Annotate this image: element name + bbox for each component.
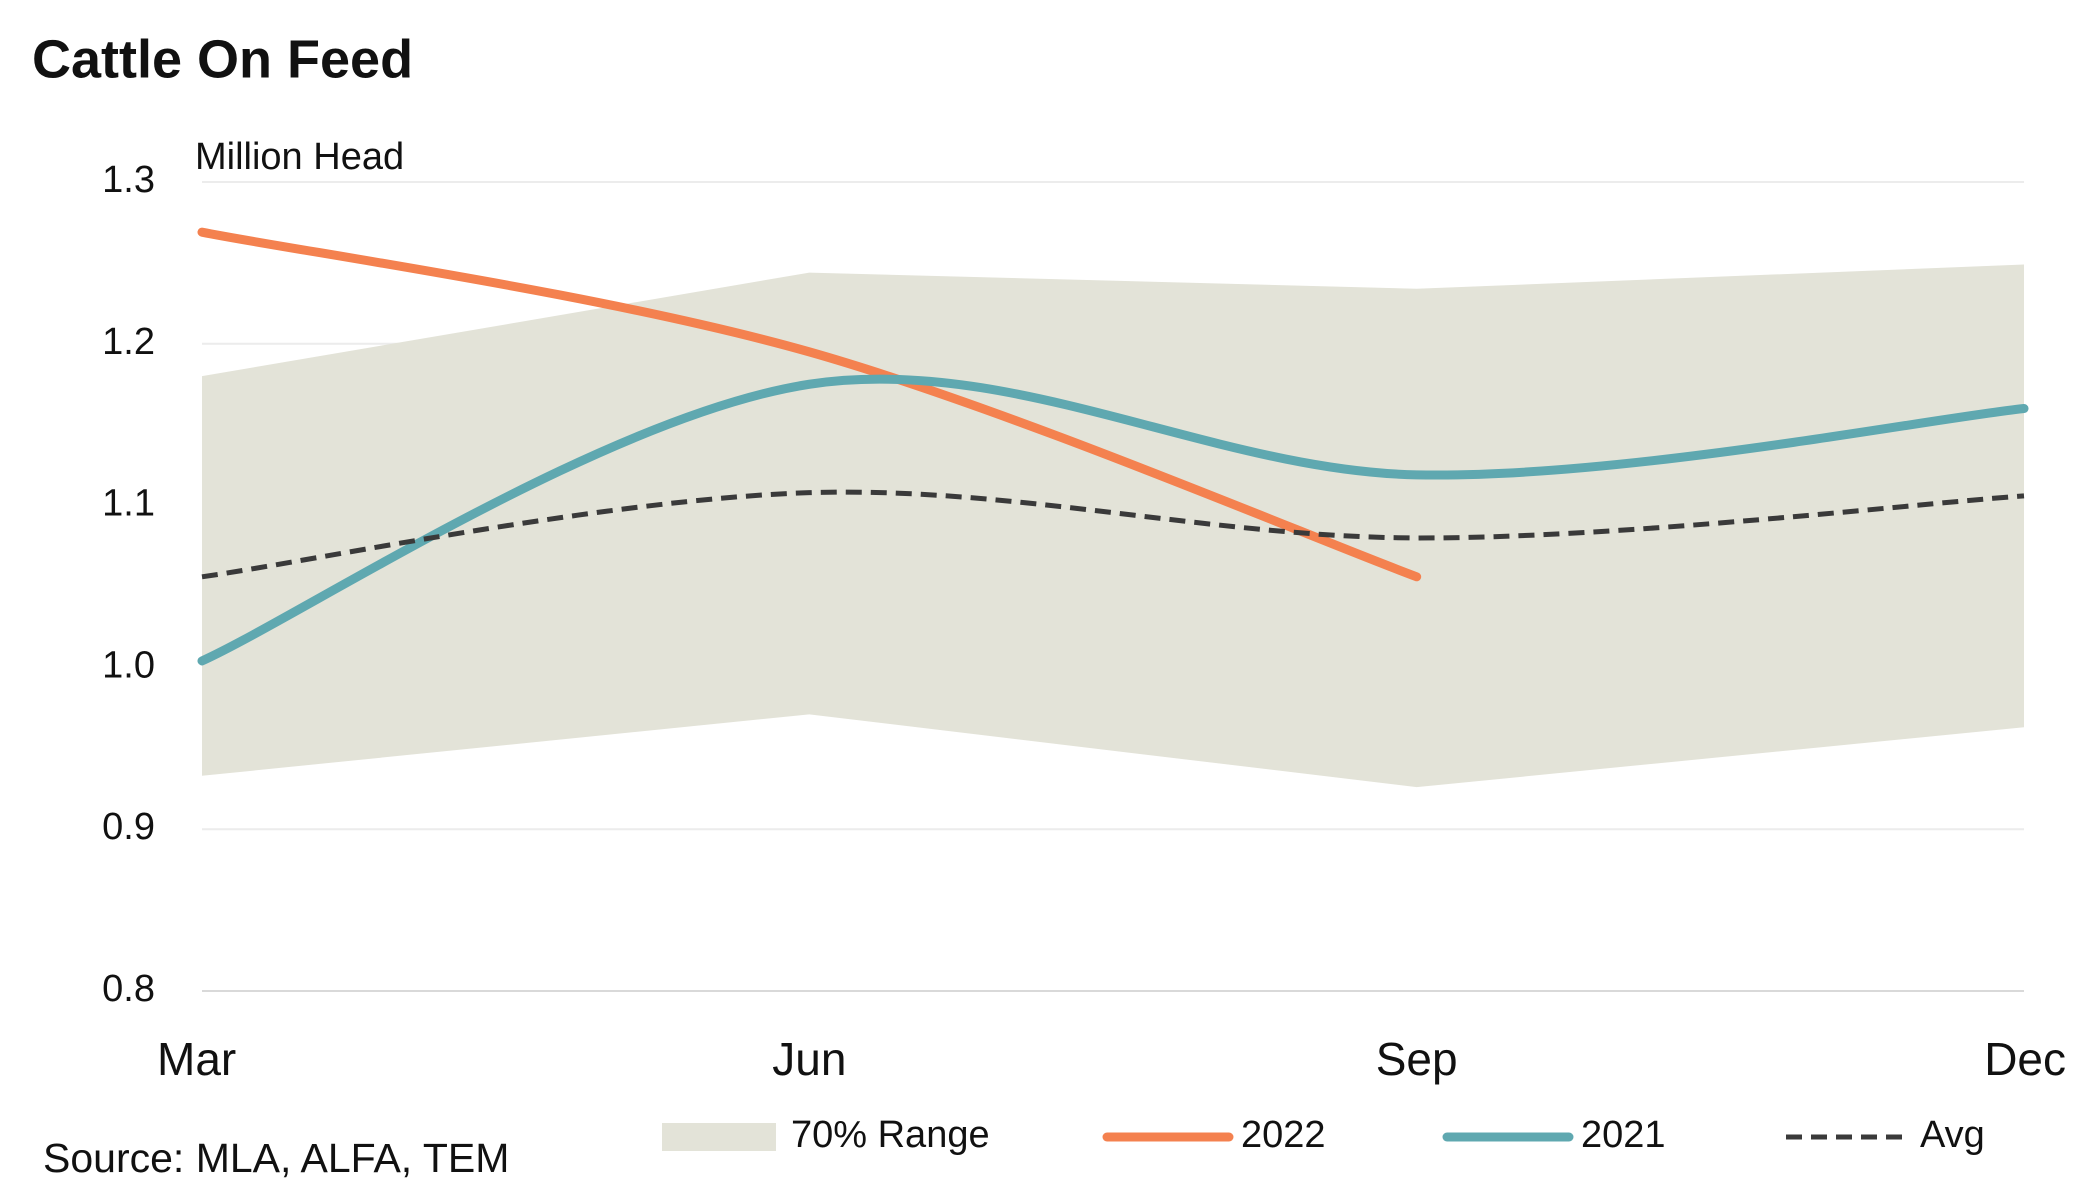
x-tick-label: Jun: [772, 1033, 846, 1085]
legend-label: 70% Range: [791, 1114, 990, 1156]
legend-label: Avg: [1920, 1114, 1985, 1156]
y-tick-label: 1.1: [102, 483, 155, 525]
series-line: [201, 489, 2025, 580]
axis-unit: Million Head: [195, 136, 404, 178]
y-tick-label: 0.8: [102, 968, 155, 1010]
x-tick-label: Sep: [1376, 1033, 1458, 1085]
chart-title: Cattle On Feed: [32, 29, 413, 89]
series-line: [197, 227, 1422, 582]
y-tick-label: 1.3: [102, 159, 155, 201]
y-tick-label: 1.2: [102, 321, 155, 363]
legend-label: 2022: [1241, 1114, 1326, 1156]
x-tick-label: Mar: [157, 1033, 236, 1085]
y-tick-label: 1.0: [102, 644, 155, 686]
y-tick-label: 0.9: [102, 806, 155, 848]
legend-swatch: [662, 1123, 776, 1151]
series-line: [197, 374, 2029, 666]
source: Source: MLA, ALFA, TEM: [43, 1135, 509, 1181]
legend-label: 2021: [1581, 1114, 1666, 1156]
range-area: [202, 264, 2024, 788]
x-tick-label: Dec: [1984, 1033, 2066, 1085]
